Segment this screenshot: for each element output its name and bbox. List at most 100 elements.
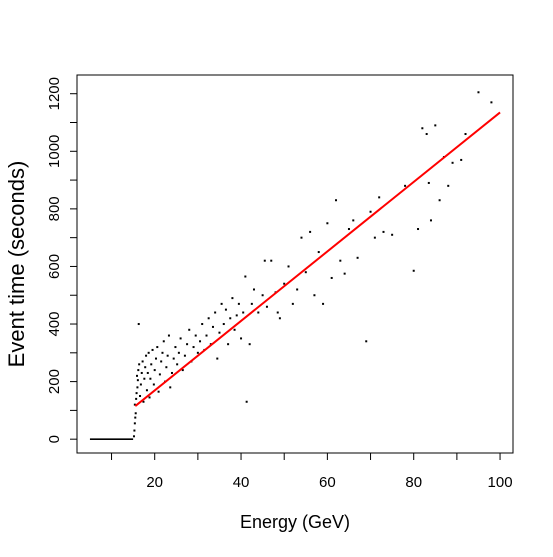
data-point <box>263 259 266 262</box>
data-point <box>291 302 294 305</box>
x-tick-label: 20 <box>146 474 163 491</box>
x-tick-label: 60 <box>319 474 336 491</box>
data-point <box>179 337 182 340</box>
data-point <box>181 369 184 372</box>
data-point <box>158 373 161 376</box>
y-axis: 0 200 400 600 800 1000 1200 <box>46 77 77 443</box>
data-point <box>261 294 264 297</box>
data-point <box>165 366 168 369</box>
data-point <box>153 369 156 372</box>
data-point <box>356 256 359 259</box>
data-point <box>477 91 480 94</box>
data-point <box>464 133 467 136</box>
data-point <box>427 181 430 184</box>
data-point <box>214 311 217 314</box>
data-point <box>322 302 325 305</box>
data-point <box>378 196 381 199</box>
data-point <box>161 351 164 354</box>
data-point <box>186 343 189 346</box>
data-point <box>166 354 169 357</box>
y-tick-label: 0 <box>46 435 63 443</box>
data-point <box>222 323 225 326</box>
data-point <box>144 366 147 369</box>
plot-frame <box>76 74 514 454</box>
data-point <box>434 124 437 127</box>
data-point <box>326 222 329 225</box>
data-point <box>174 346 177 349</box>
data-point <box>156 346 159 349</box>
x-axis: 20 40 60 80 100 <box>111 453 513 491</box>
x-tick-label: 100 <box>488 474 513 491</box>
data-point <box>170 371 173 374</box>
data-point <box>139 383 142 386</box>
data-point <box>242 311 245 314</box>
data-point <box>229 317 232 320</box>
data-point <box>145 389 148 392</box>
data-point <box>176 363 179 366</box>
data-point <box>134 412 137 415</box>
data-point <box>133 429 136 432</box>
data-point <box>132 435 135 438</box>
data-point <box>142 400 145 403</box>
data-point <box>300 236 303 239</box>
data-point <box>276 311 279 314</box>
data-point <box>369 210 372 213</box>
data-point <box>172 357 175 360</box>
data-point <box>149 377 152 380</box>
data-point <box>425 133 428 136</box>
data-point <box>227 343 230 346</box>
data-point <box>133 403 136 406</box>
data-point <box>438 199 441 202</box>
data-point <box>451 161 454 164</box>
data-point <box>148 396 151 399</box>
x-tick-label: 80 <box>405 474 422 491</box>
data-point <box>167 334 170 337</box>
data-point <box>447 184 450 187</box>
data-point <box>240 337 243 340</box>
data-point <box>137 323 140 326</box>
data-point <box>211 325 214 328</box>
data-point <box>309 230 312 233</box>
data-point <box>304 271 307 274</box>
data-point <box>192 346 195 349</box>
y-axis-title: Event time (seconds) <box>4 161 29 368</box>
data-point <box>162 340 165 343</box>
data-point <box>235 314 238 317</box>
data-point <box>373 236 376 239</box>
data-point <box>136 374 139 377</box>
data-point <box>160 360 163 363</box>
x-axis-title: Energy (GeV) <box>240 512 350 532</box>
data-point <box>248 343 251 346</box>
data-point <box>218 331 221 334</box>
y-tick-label: 1200 <box>46 77 63 110</box>
data-point <box>194 334 197 337</box>
data-point <box>330 276 333 279</box>
data-point <box>382 230 385 233</box>
data-point <box>143 377 146 380</box>
data-point <box>224 308 227 311</box>
y-tick-label: 400 <box>46 312 63 337</box>
data-point <box>137 369 140 372</box>
data-point <box>460 158 463 161</box>
data-point <box>490 101 493 104</box>
data-point <box>391 233 394 236</box>
data-point <box>335 199 338 202</box>
data-point <box>283 282 286 285</box>
data-point <box>157 390 160 393</box>
data-point <box>265 305 268 308</box>
data-point <box>154 357 157 360</box>
data-point <box>151 348 154 351</box>
data-point <box>237 302 240 305</box>
data-point <box>313 294 316 297</box>
y-tick-label: 800 <box>46 196 63 221</box>
data-point <box>278 317 281 320</box>
y-tick-label: 1000 <box>46 135 63 168</box>
data-point <box>177 351 180 354</box>
data-point <box>135 397 138 400</box>
data-point <box>250 302 253 305</box>
data-point <box>220 302 223 305</box>
data-point <box>136 379 139 382</box>
data-point <box>140 371 143 374</box>
